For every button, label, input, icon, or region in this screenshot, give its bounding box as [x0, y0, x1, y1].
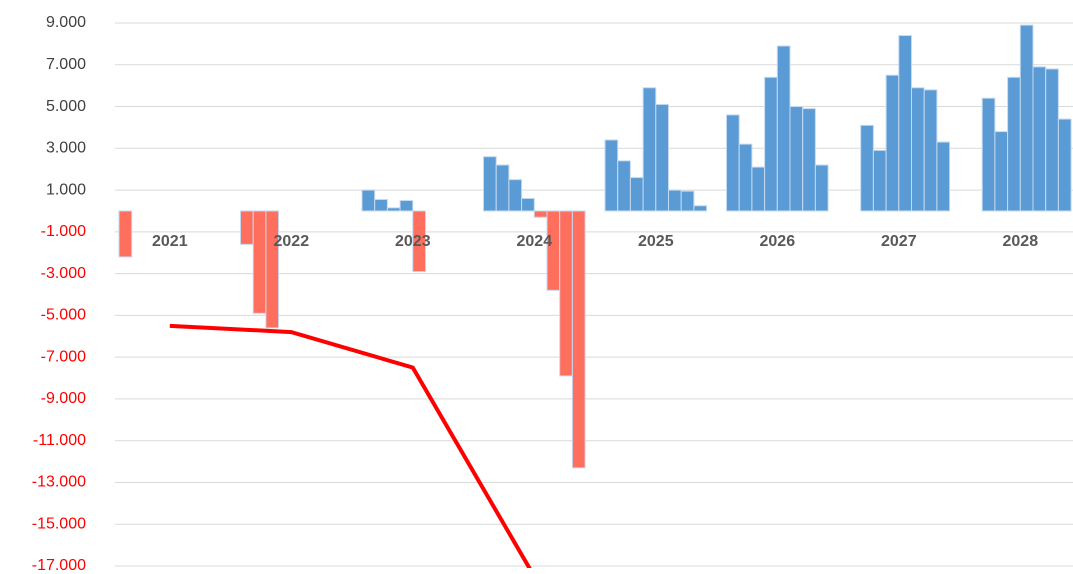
x-tick-label: 2025	[638, 233, 674, 250]
bar	[911, 87, 925, 212]
bar	[1057, 118, 1072, 212]
x-tick-label: 2026	[760, 233, 796, 250]
bar	[571, 210, 586, 469]
bar	[1045, 68, 1059, 212]
x-tick-label: 2021	[152, 233, 188, 250]
bar	[508, 179, 523, 212]
bar	[898, 35, 912, 212]
x-tick-label: 2027	[881, 233, 917, 250]
bar	[399, 200, 414, 212]
bar	[361, 189, 376, 212]
bar	[751, 166, 766, 212]
bars	[118, 24, 1072, 469]
bar	[764, 76, 778, 212]
y-tick-label: -15.000	[32, 515, 86, 532]
bar	[802, 108, 816, 212]
bar	[1007, 76, 1021, 212]
y-tick-label: 1.000	[46, 181, 86, 198]
bar	[655, 103, 669, 212]
bar	[872, 149, 887, 212]
bar	[240, 210, 254, 245]
bar	[738, 143, 753, 212]
bar	[789, 106, 804, 212]
y-tick-label: 3.000	[46, 140, 86, 157]
bar	[118, 210, 133, 258]
bar	[412, 210, 426, 273]
y-tick-label: -9.000	[41, 390, 86, 407]
bar	[981, 97, 996, 212]
bar	[1019, 24, 1034, 212]
bar	[617, 160, 631, 212]
y-tick-label: -17.000	[32, 557, 86, 574]
bar	[814, 164, 829, 212]
y-tick-label: -7.000	[41, 348, 86, 365]
x-tick-label: 2024	[517, 233, 553, 250]
x-tick-label: 2023	[395, 233, 431, 250]
y-tick-label: 7.000	[46, 56, 86, 73]
bar	[885, 74, 900, 212]
bar	[668, 189, 682, 212]
bar	[923, 89, 938, 212]
bar	[521, 197, 535, 212]
y-tick-label: -13.000	[32, 474, 86, 491]
bar	[1032, 66, 1047, 212]
bar	[629, 177, 644, 212]
bar	[386, 207, 401, 212]
y-tick-label: 9.000	[46, 14, 86, 31]
bar	[533, 210, 548, 218]
bar	[483, 156, 497, 212]
x-tick-label: 2022	[274, 233, 310, 250]
y-tick-label: 5.000	[46, 98, 86, 115]
bar	[936, 141, 951, 212]
bar	[726, 114, 740, 212]
bar	[252, 210, 267, 314]
bar	[860, 124, 874, 212]
y-tick-label: -11.000	[33, 432, 86, 449]
bar	[495, 164, 510, 212]
bar	[374, 198, 388, 212]
y-tick-label: -1.000	[41, 223, 86, 240]
bar	[265, 210, 280, 329]
bar	[546, 210, 561, 291]
line-series	[169, 323, 532, 568]
bar	[559, 210, 573, 377]
line-layer	[169, 323, 532, 568]
y-tick-label: -5.000	[41, 307, 86, 324]
bar	[776, 45, 791, 212]
bar	[693, 205, 708, 212]
bar	[604, 139, 619, 212]
bar	[680, 190, 695, 212]
x-tick-label: 2028	[1003, 233, 1039, 250]
bar	[642, 87, 657, 212]
labels: 9.000 7.000 5.000 3.000 1.000 -1.000 -3.000 -5.…	[32, 14, 1038, 574]
y-tick-label: -3.000	[41, 265, 86, 282]
bar	[994, 131, 1009, 212]
